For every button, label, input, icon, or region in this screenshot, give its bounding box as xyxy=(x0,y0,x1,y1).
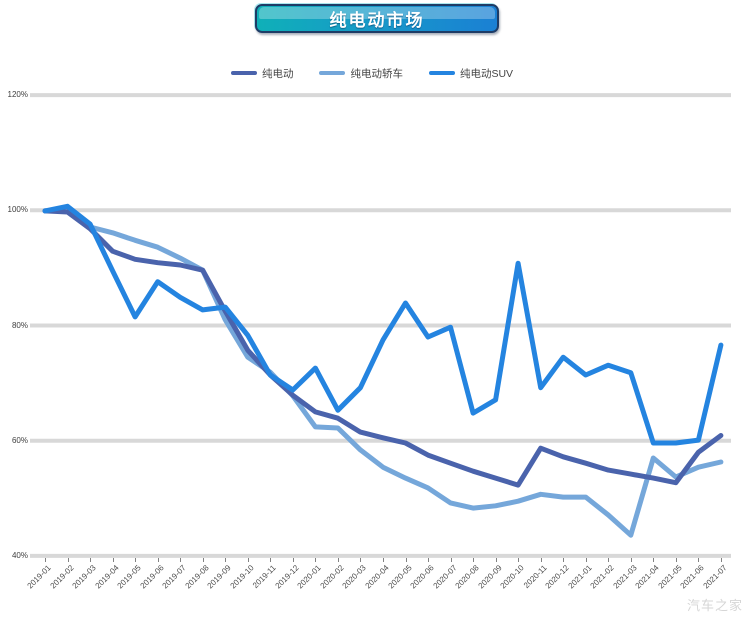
legend-swatch-ev-total xyxy=(230,71,257,75)
chart-title: 纯电动市场 xyxy=(329,11,425,30)
watermark: 汽车之家 xyxy=(687,598,744,613)
x-tick-mark xyxy=(45,558,46,562)
legend-item-ev-total[interactable]: 纯电动 xyxy=(230,66,294,81)
legend: 纯电动 纯电动轿车 纯电动SUV xyxy=(0,65,744,81)
legend-label: 纯电动轿车 xyxy=(350,67,403,80)
series-line-ev-suv xyxy=(42,203,724,446)
y-tick-label: 100% xyxy=(7,205,28,215)
x-tick-mark xyxy=(405,558,407,562)
x-tick-mark xyxy=(247,558,249,562)
x-tick-mark xyxy=(540,558,542,562)
legend-item-ev-suv[interactable]: 纯电动SUV xyxy=(428,66,514,81)
x-tick-mark xyxy=(653,558,655,562)
x-tick-mark xyxy=(608,558,610,562)
x-tick-mark xyxy=(225,558,227,562)
x-tick-mark xyxy=(518,558,520,562)
x-tick-mark xyxy=(202,558,204,562)
x-tick-mark xyxy=(563,558,565,562)
x-tick-mark xyxy=(360,558,362,562)
x-tick-mark xyxy=(383,558,384,562)
x-tick-mark xyxy=(90,558,92,562)
chart-title-badge: 纯电动市场 xyxy=(255,4,499,33)
x-tick-mark xyxy=(337,558,339,562)
legend-label: 纯电动 xyxy=(261,67,294,80)
y-tick-label: 80% xyxy=(11,320,28,330)
x-tick-mark xyxy=(67,558,69,562)
x-tick-mark xyxy=(180,558,182,562)
x-tick-mark xyxy=(675,558,677,562)
x-tick-mark xyxy=(720,558,722,562)
x-tick-mark xyxy=(428,558,429,562)
legend-item-ev-sedan[interactable]: 纯电动轿车 xyxy=(319,66,403,81)
x-tick-mark xyxy=(585,558,587,562)
x-tick-mark xyxy=(112,558,114,562)
series-line-ev-total xyxy=(42,208,724,488)
x-tick-mark xyxy=(135,558,137,562)
x-tick-mark xyxy=(698,558,700,562)
x-tick-mark xyxy=(450,558,452,562)
y-tick-label: 60% xyxy=(11,435,28,445)
x-tick-mark xyxy=(495,558,497,562)
series-line-ev-sedan xyxy=(42,208,724,538)
x-tick-mark xyxy=(473,558,475,562)
y-tick-label: 40% xyxy=(11,550,28,560)
x-tick-mark xyxy=(315,558,317,562)
x-tick-mark xyxy=(292,558,294,562)
x-tick-mark xyxy=(157,558,159,562)
legend-swatch-ev-suv xyxy=(428,71,455,75)
y-tick-label: 120% xyxy=(7,90,28,100)
legend-label: 纯电动SUV xyxy=(459,67,514,80)
legend-swatch-ev-sedan xyxy=(319,71,346,75)
x-tick-mark xyxy=(270,558,272,562)
x-tick-mark xyxy=(630,558,632,562)
